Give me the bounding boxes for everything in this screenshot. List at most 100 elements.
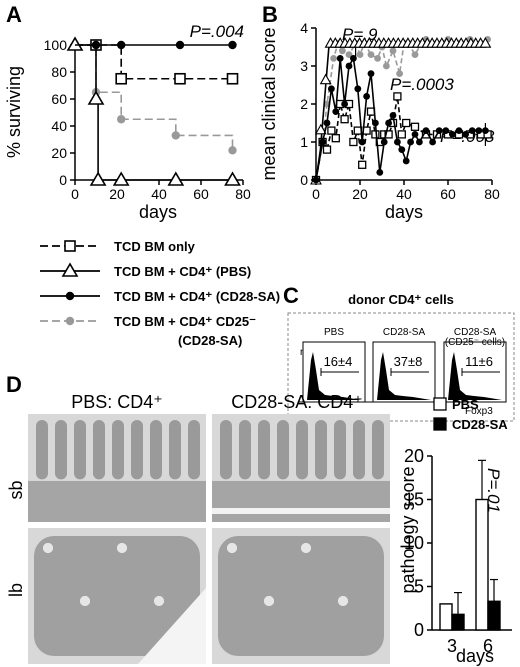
survival-point [112,171,130,186]
clinical-point [345,51,353,58]
clinical-xtick-label: 60 [440,186,456,202]
flow-gate-value: 16±4 [324,354,353,369]
clinical-point [402,157,410,165]
pathology-ytick-label: 20 [404,446,424,466]
clinical-point [384,130,393,139]
legend-marker [64,240,76,252]
clinical-series-line [315,56,486,181]
survival-xtick-label: 60 [193,186,209,202]
histo-mucosa [212,480,390,522]
histo-villus [93,420,105,480]
histo-villus [220,420,232,480]
histo-row2-label: lb [6,583,26,597]
clinical-pvalue-2: P=.0003 [390,75,454,94]
clinical-point [376,169,384,176]
clinical-point [380,138,388,146]
clinical-xtick-label: 80 [484,186,500,202]
histo-crypt [154,596,164,606]
survival-point [224,171,241,186]
clinical-point [475,127,483,134]
clinical-point [358,160,367,169]
flow-sample-label: CD28-SA [383,327,426,338]
legend-marker [65,291,75,301]
flow-box [287,312,515,422]
survival-ytick-label: 100 [44,37,68,53]
legend: TCD BM only TCD BM + CD4⁺ (PBS) TCD BM + C… [40,239,280,348]
clinical-series-line [315,42,488,181]
survival-pvalue: P=.004 [190,22,244,41]
survival-ytick-label: 0 [59,172,67,188]
clinical-point [358,138,366,146]
survival-xtick-label: 0 [71,186,79,202]
histo-villus [131,420,143,480]
legend-label: TCD BM only [114,239,196,254]
panel-label-d: D [6,372,22,397]
clinical-ytick-label: 0 [300,172,308,188]
histo-tissue [218,536,384,656]
clinical-ytick-label: 1 [300,134,308,150]
clinical-point [319,73,332,85]
pathology-xlabel: days [456,646,494,666]
pathology-bar [475,498,489,631]
clinical-point [396,70,403,77]
legend-label: TCD BM + CD4⁺ (CD28-SA) [114,289,280,304]
clinical-point [319,138,326,146]
clinical-point [482,127,489,134]
panel-label-b: B [262,2,278,27]
clinical-ylabel: mean clinical score [259,27,279,180]
histo-tissue [34,536,200,656]
pathology-category-label: 3 [447,636,457,656]
histo-villus [315,420,327,480]
histo-row1-label: sb [6,480,26,499]
histo-col2-label: CD28-SA: CD4⁺ [231,392,363,412]
survival-point [174,72,186,85]
flow-histogram [307,352,361,400]
clinical-point [339,47,346,55]
survival-point [66,36,84,51]
clinical-point [411,131,419,138]
histo-mucosa [28,480,206,522]
clinical-xtick-label: 0 [312,186,320,202]
survival-point [117,115,126,124]
survival-ytick-label: 80 [51,64,67,80]
survival-ylabel: % surviving [4,66,24,158]
pathology-legend-swatch [433,417,447,431]
survival-point [87,90,105,105]
clinical-point [330,55,337,62]
clinical-xlabel: days [385,202,423,222]
clinical-point [383,62,390,70]
survival-point [115,72,127,85]
clinical-point [353,126,362,135]
clinical-point [442,127,450,134]
clinical-ytick-label: 2 [300,96,308,112]
clinical-point [397,130,406,139]
clinical-point [327,126,336,135]
pathology-ylabel: pathology score [398,466,418,593]
histo-villus [277,420,289,480]
legend-label: TCD BM + CD4⁺ (PBS) [114,264,251,279]
flow-title: donor CD4⁺ cells [348,292,454,307]
survival-xtick-label: 20 [109,186,125,202]
panel-label-c: C [283,283,299,308]
clinical-point [389,47,397,55]
clinical-score-chart: mean clinical score days P=.9 P=.0003 P=… [259,20,500,222]
survival-point [228,146,237,155]
histo-crypt [117,543,127,553]
clinical-point [341,100,348,108]
histo-villus [150,420,162,480]
clinical-point [323,119,331,127]
clinical-point [410,122,420,131]
clinical-point [336,55,344,62]
histo-lumen-edge [212,508,390,514]
histo-crypt [301,543,311,553]
survival-series-line [75,44,233,181]
histo-crypt [80,596,90,606]
clinical-point [411,51,419,58]
clinical-point [468,127,476,134]
clinical-ytick-label: 4 [300,20,308,36]
histo-crypt [338,596,348,606]
histo-crypt [264,596,274,606]
pathology-category-label: 6 [483,636,493,656]
pathology-bar [439,603,453,631]
